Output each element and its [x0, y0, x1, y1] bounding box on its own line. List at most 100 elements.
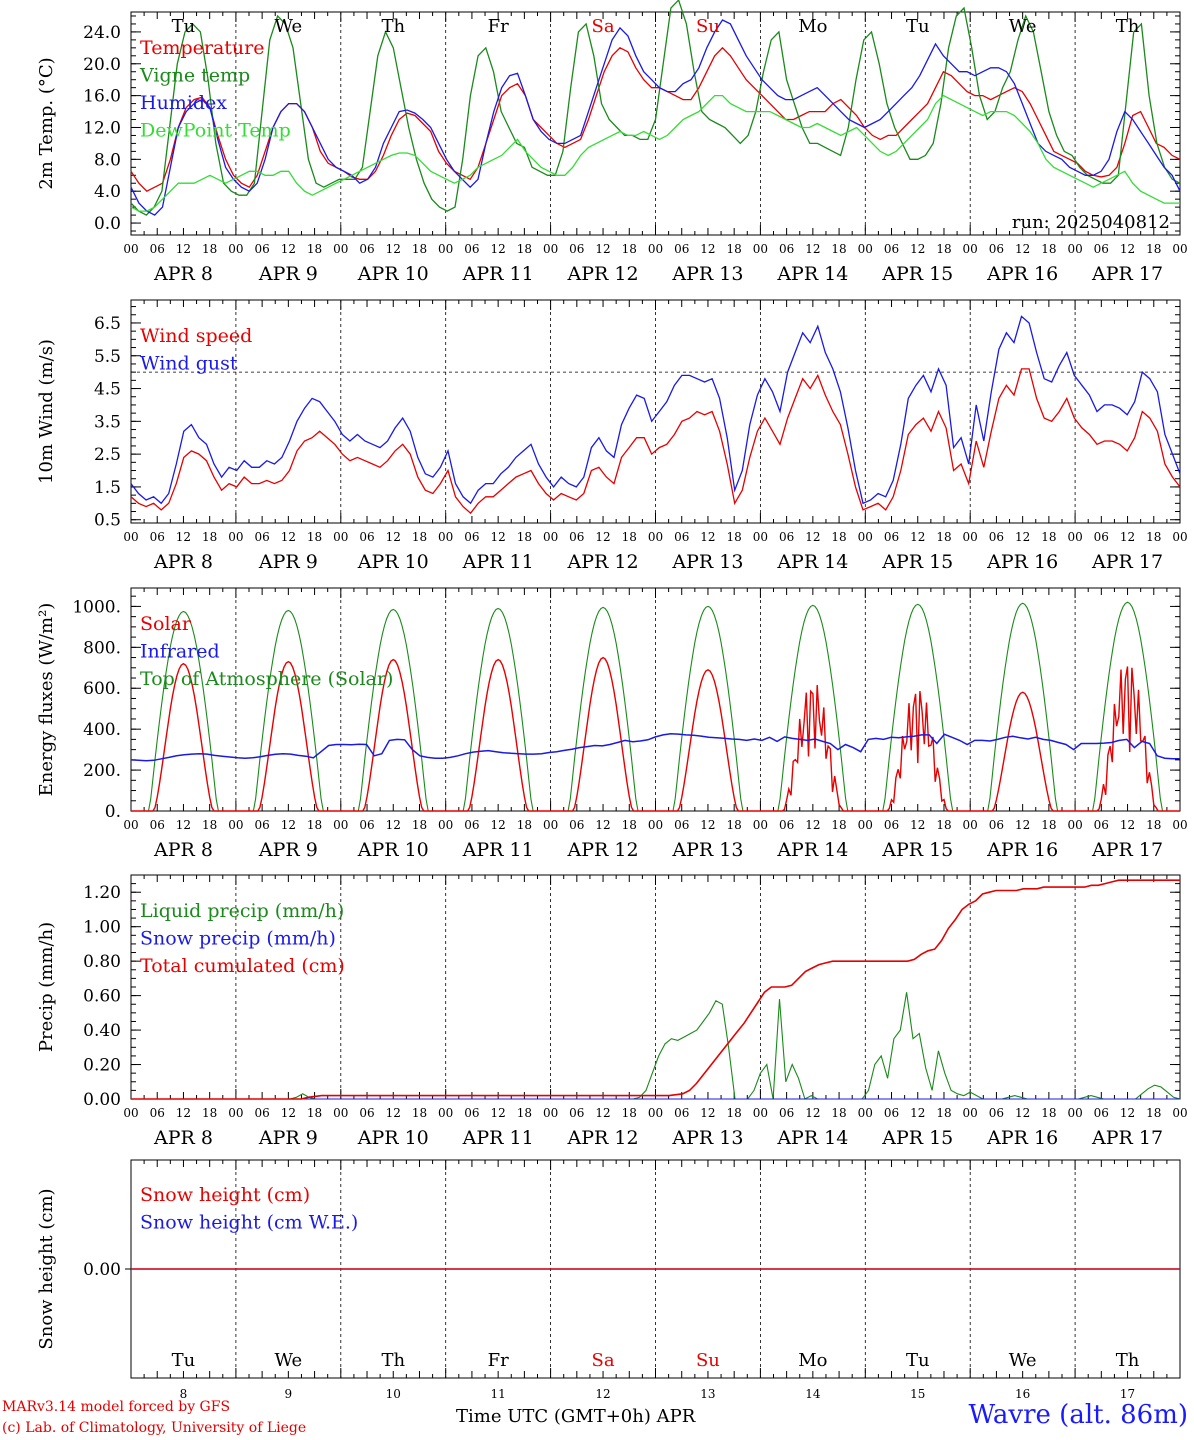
hour-label: 00 [1067, 242, 1082, 256]
y-tick-label: 600. [83, 679, 121, 699]
hour-label: 06 [569, 530, 584, 544]
hour-label: 18 [622, 818, 637, 832]
day-abbr: Sa [592, 16, 615, 37]
hour-label: 12 [805, 1106, 820, 1120]
y-tick-label: 8.0 [94, 150, 121, 170]
day-abbr: Fr [488, 1350, 509, 1371]
hour-label: 12 [595, 242, 610, 256]
hour-label: 06 [254, 242, 269, 256]
hour-label: 12 [1015, 530, 1030, 544]
date-label: APR 9 [258, 1127, 318, 1149]
date-label: APR 12 [567, 551, 639, 573]
hour-label: 06 [359, 242, 374, 256]
run-label: run: 2025040812 [1012, 212, 1170, 233]
date-label: APR 12 [567, 263, 639, 285]
day-abbr: Mo [798, 1350, 827, 1371]
hour-label: 00 [438, 242, 453, 256]
hour-label: 06 [464, 530, 479, 544]
y-axis-label: Energy fluxes (W/m²) [36, 603, 57, 797]
hour-label: 12 [491, 242, 506, 256]
legend-entry: Snow height (cm) [140, 1184, 310, 1206]
hour-label: 06 [254, 818, 269, 832]
series-line-wind-gust [130, 315, 1181, 505]
y-tick-label: 0.40 [83, 1021, 121, 1041]
hour-label: 18 [831, 818, 846, 832]
day-abbr: Su [696, 16, 720, 37]
hour-label: 06 [1094, 818, 1109, 832]
x-axis-label: Time UTC (GMT+0h) APR [456, 1406, 696, 1427]
hour-label: 18 [517, 818, 532, 832]
hour-label: 12 [491, 1106, 506, 1120]
hour-label: 12 [386, 818, 401, 832]
hour-label: 12 [910, 818, 925, 832]
series-line-wind-speed [130, 368, 1181, 515]
date-label: APR 15 [881, 263, 953, 285]
y-axis-label: 10m Wind (m/s) [36, 339, 57, 484]
date-label: APR 11 [462, 1127, 534, 1149]
y-tick-label: 1.00 [83, 918, 121, 938]
hour-label: 12 [386, 530, 401, 544]
y-tick-label: 1.5 [94, 478, 121, 498]
hour-label: 18 [307, 242, 322, 256]
y-axis-label: Snow height (cm) [36, 1188, 57, 1349]
hour-label: 00 [963, 242, 978, 256]
hour-label: 06 [674, 530, 689, 544]
legend-entry: Humidex [140, 92, 227, 114]
hour-label: 18 [202, 242, 217, 256]
day-abbr: Th [381, 16, 405, 37]
hour-label: 00 [753, 242, 768, 256]
date-label: APR 8 [153, 551, 213, 573]
day-abbr: Tu [172, 1350, 196, 1371]
y-tick-label: 20.0 [83, 55, 121, 75]
y-tick-label: 0.60 [83, 987, 121, 1007]
hour-label: 18 [727, 1106, 742, 1120]
legend-entry: Top of Atmosphere (Solar) [140, 668, 393, 690]
date-label: APR 14 [776, 839, 848, 861]
hour-label: 18 [307, 1106, 322, 1120]
hour-label: 18 [412, 1106, 427, 1120]
day-number: 12 [595, 1387, 610, 1401]
legend-entry: Liquid precip (mm/h) [140, 900, 344, 922]
hour-label: 06 [254, 530, 269, 544]
date-label: APR 10 [357, 1127, 429, 1149]
hour-label: 12 [281, 530, 296, 544]
hour-label: 18 [202, 1106, 217, 1120]
hour-label: 12 [1015, 1106, 1030, 1120]
date-label: APR 16 [986, 263, 1058, 285]
y-tick-label: 1000. [72, 597, 121, 617]
legend-entry: Infrared [140, 641, 220, 663]
date-label: APR 17 [1091, 839, 1163, 861]
y-tick-label: 5.5 [94, 347, 121, 367]
hour-label: 06 [989, 242, 1004, 256]
hour-label: 00 [1172, 818, 1187, 832]
date-label: APR 8 [153, 1127, 213, 1149]
hour-label: 18 [202, 818, 217, 832]
hour-label: 12 [1015, 818, 1030, 832]
hour-label: 06 [779, 818, 794, 832]
hour-label: 12 [281, 242, 296, 256]
day-abbr: Tu [906, 1350, 930, 1371]
hour-label: 18 [1146, 242, 1161, 256]
date-label: APR 10 [357, 551, 429, 573]
day-number: 10 [386, 1387, 401, 1401]
legend-entry: Snow height (cm W.E.) [140, 1212, 358, 1234]
hour-label: 00 [228, 242, 243, 256]
hour-label: 06 [464, 242, 479, 256]
hour-label: 12 [491, 530, 506, 544]
hour-label: 06 [359, 1106, 374, 1120]
hour-label: 18 [727, 818, 742, 832]
hour-label: 18 [1146, 818, 1161, 832]
hour-label: 18 [831, 1106, 846, 1120]
date-label: APR 15 [881, 551, 953, 573]
hour-label: 12 [910, 242, 925, 256]
hour-label: 12 [1120, 242, 1135, 256]
hour-label: 00 [753, 1106, 768, 1120]
hour-label: 18 [1146, 1106, 1161, 1120]
hour-label: 12 [805, 818, 820, 832]
series-line-toa-solar [131, 601, 1180, 812]
date-label: APR 13 [671, 1127, 743, 1149]
y-tick-label: 2.5 [94, 445, 121, 465]
series-line-total-cumulated-cm- [131, 879, 1180, 1100]
hour-label: 06 [674, 1106, 689, 1120]
hour-label: 12 [386, 242, 401, 256]
